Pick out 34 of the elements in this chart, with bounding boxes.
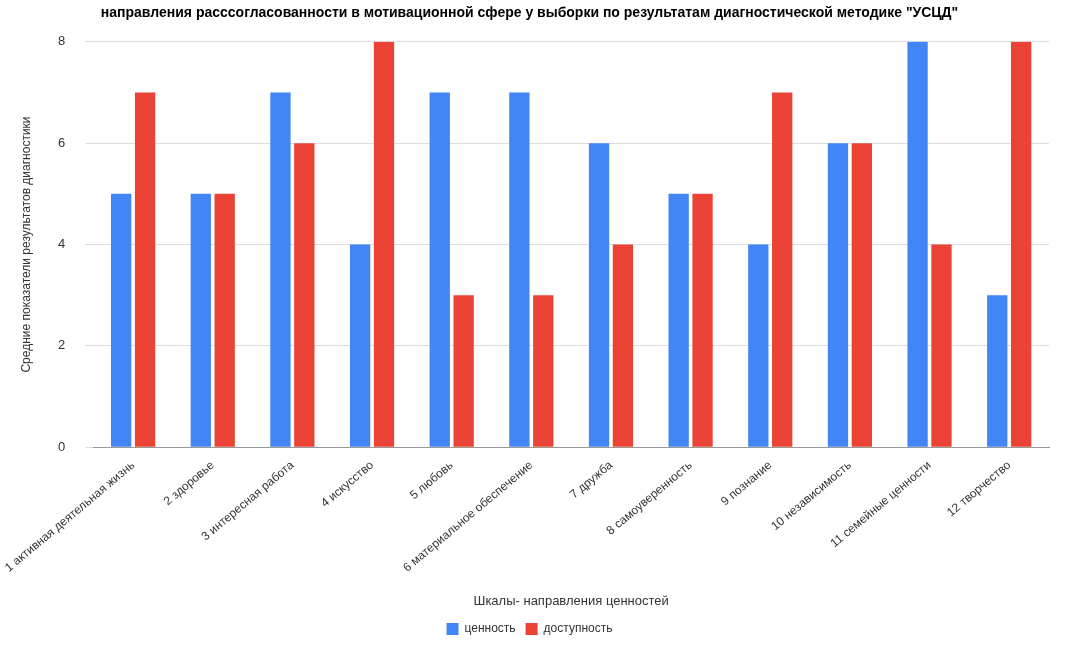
bar bbox=[987, 295, 1008, 447]
bar bbox=[692, 193, 713, 447]
bar bbox=[612, 244, 634, 447]
bar bbox=[851, 143, 872, 447]
bar bbox=[1010, 41, 1032, 447]
bar bbox=[349, 244, 371, 447]
bar bbox=[827, 143, 849, 447]
chart-title: направления расссогласованности в мотивационной сфере у выборки по результатам диагностической методике "УСЦД" bbox=[100, 4, 959, 21]
y-tick-label: 0 bbox=[58, 438, 66, 454]
bar bbox=[588, 143, 610, 447]
legend-label: ценность bbox=[464, 621, 516, 636]
bar bbox=[907, 41, 928, 447]
bar bbox=[533, 295, 554, 447]
bar bbox=[748, 244, 769, 447]
legend-label: доступность bbox=[543, 621, 613, 636]
bar bbox=[373, 41, 395, 447]
bar bbox=[214, 193, 235, 447]
y-tick-label: 2 bbox=[58, 337, 66, 353]
bar bbox=[134, 92, 156, 447]
y-tick-label: 4 bbox=[58, 236, 66, 252]
bar bbox=[453, 295, 474, 447]
bar bbox=[190, 193, 211, 447]
bar bbox=[931, 244, 952, 447]
bar bbox=[509, 92, 530, 447]
bar bbox=[429, 92, 450, 447]
y-tick-label: 8 bbox=[58, 33, 66, 49]
bar bbox=[772, 92, 793, 447]
y-axis-title: Средние показатели результатов диагностики bbox=[19, 116, 34, 373]
bar bbox=[270, 92, 291, 447]
bar bbox=[668, 193, 689, 447]
x-axis-title: Шкалы- направления ценностей bbox=[473, 592, 669, 608]
bar bbox=[111, 193, 132, 447]
y-tick-label: 6 bbox=[58, 134, 66, 150]
bar bbox=[294, 143, 315, 447]
